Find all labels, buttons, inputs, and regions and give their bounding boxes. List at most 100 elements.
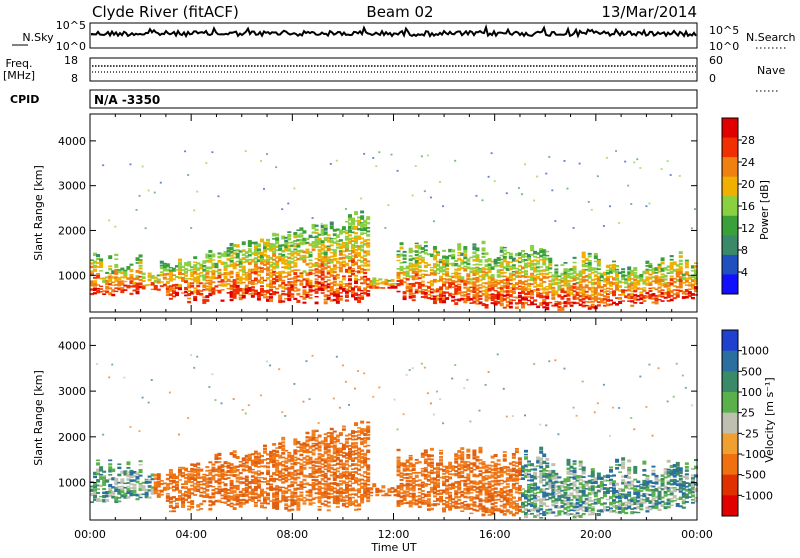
- heatmap-cell: [636, 505, 641, 509]
- heatmap-cell: [193, 266, 198, 271]
- heatmap-cell: [481, 505, 486, 510]
- heatmap-cell: [439, 269, 444, 273]
- heatmap-cell: [651, 481, 656, 484]
- heatmap-cell: [208, 254, 213, 257]
- heatmap-cell: [429, 266, 434, 269]
- heatmap-cell: [132, 475, 137, 478]
- heatmap-cell: [296, 497, 301, 501]
- heatmap-cell: [259, 276, 264, 280]
- heatmap-cell: [217, 259, 222, 263]
- freq-left-tick-top: 18: [64, 54, 78, 67]
- heatmap-cell: [569, 304, 574, 307]
- heatmap-cell: [114, 258, 119, 260]
- heatmap-cell: [505, 415, 508, 418]
- heatmap-cell: [287, 473, 292, 477]
- heatmap-cell: [493, 302, 498, 306]
- heatmap-cell: [187, 282, 192, 286]
- heatmap-cell: [457, 482, 462, 487]
- heatmap-cell: [402, 490, 407, 494]
- heatmap-cell: [256, 479, 261, 483]
- heatmap-cell: [548, 275, 553, 278]
- heatmap-cell: [612, 510, 617, 513]
- heatmap-cell: [329, 299, 334, 302]
- heatmap-cell: [690, 467, 695, 471]
- heatmap-cell: [423, 449, 428, 454]
- heatmap-cell: [566, 494, 571, 497]
- heatmap-cell: [317, 269, 322, 274]
- heatmap-cell: [608, 281, 613, 284]
- heatmap-cell: [542, 497, 547, 502]
- heatmap-cell: [414, 471, 419, 474]
- heatmap-cell: [423, 366, 426, 369]
- heatmap-cell: [187, 417, 190, 419]
- heatmap-cell: [293, 283, 298, 286]
- heatmap-cell: [366, 277, 371, 281]
- heatmap-cell: [181, 503, 186, 508]
- heatmap-cell: [165, 272, 170, 276]
- heatmap-cell: [335, 474, 340, 479]
- heatmap-cell: [126, 266, 131, 270]
- heatmap-cell: [539, 272, 544, 276]
- heatmap-cell: [275, 501, 280, 504]
- heatmap-cell: [272, 232, 277, 237]
- heatmap-cell: [296, 292, 301, 296]
- heatmap-cell: [396, 465, 401, 469]
- heatmap-cell: [666, 269, 671, 271]
- heatmap-cell: [524, 449, 529, 453]
- heatmap-cell: [566, 476, 571, 479]
- heatmap-cell: [193, 276, 198, 279]
- heatmap-cell: [520, 271, 525, 274]
- heatmap-cell: [581, 467, 586, 472]
- heatmap-cell: [627, 184, 630, 187]
- heatmap-cell: [445, 259, 450, 264]
- heatmap-cell: [302, 237, 307, 241]
- heatmap-cell: [226, 477, 231, 479]
- heatmap-cell: [627, 505, 632, 509]
- heatmap-cell: [527, 288, 532, 291]
- heatmap-cell: [281, 444, 286, 448]
- heatmap-cell: [645, 510, 650, 513]
- heatmap-cell: [226, 498, 231, 502]
- heatmap-cell: [299, 279, 304, 283]
- heatmap-cell: [293, 232, 298, 235]
- heatmap-cell: [527, 303, 532, 306]
- heatmap-cell: [159, 480, 164, 482]
- heatmap-cell: [590, 297, 595, 300]
- heatmap-cell: [205, 477, 210, 481]
- heatmap-cell: [284, 506, 289, 510]
- heatmap-cell: [344, 434, 349, 437]
- heatmap-cell: [429, 469, 434, 472]
- heatmap-cell: [357, 454, 362, 459]
- heatmap-cell: [266, 457, 271, 460]
- heatmap-cell: [624, 295, 629, 299]
- heatmap-cell: [687, 284, 692, 287]
- heatmap-cell: [533, 266, 538, 270]
- heatmap-cell: [666, 300, 671, 302]
- heatmap-cell: [487, 464, 492, 467]
- heatmap-cell: [442, 262, 447, 266]
- heatmap-cell: [442, 264, 447, 269]
- heatmap-cell: [153, 286, 158, 291]
- heatmap-cell: [514, 500, 519, 502]
- heatmap-cell: [259, 465, 264, 468]
- heatmap-cell: [490, 497, 495, 502]
- heatmap-cell: [435, 489, 440, 493]
- heatmap-cell: [311, 241, 316, 245]
- heatmap-cell: [311, 289, 316, 292]
- heatmap-cell: [460, 474, 465, 478]
- heatmap-cell: [171, 506, 176, 510]
- heatmap-cell: [487, 280, 492, 285]
- heatmap-cell: [229, 291, 234, 295]
- heatmap-cell: [99, 288, 104, 290]
- heatmap-cell: [684, 469, 689, 472]
- heatmap-cell: [93, 481, 98, 486]
- heatmap-cell: [241, 477, 246, 480]
- heatmap-cell: [408, 473, 413, 476]
- heatmap-cell: [554, 300, 559, 303]
- heatmap-cell: [599, 298, 604, 300]
- heatmap-cell: [472, 473, 477, 478]
- heatmap-cell: [96, 287, 101, 290]
- heatmap-cell: [181, 466, 186, 470]
- heatmap-cell: [608, 267, 613, 271]
- heatmap-cell: [320, 256, 325, 258]
